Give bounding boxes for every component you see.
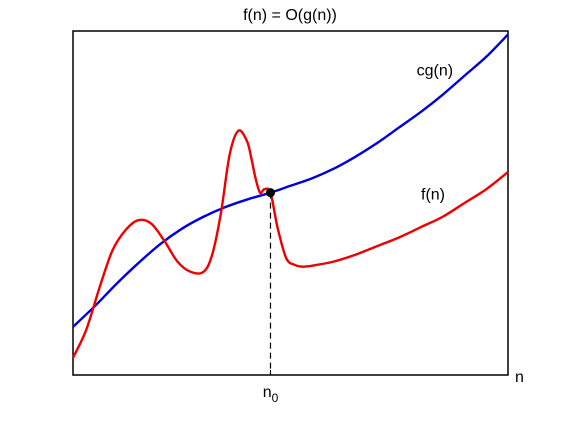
series-line-f (71, 129, 509, 359)
x-tick-label-n0: n0 (263, 384, 279, 405)
x-axis-label: n (515, 369, 524, 386)
x-tick-label-n0-subscript: 0 (272, 391, 279, 405)
n0-intersection-point (265, 188, 275, 198)
chart-title: f(n) = O(g(n)) (243, 7, 337, 24)
x-tick-label-n0-main: n (263, 384, 272, 401)
series-layer (71, 33, 509, 359)
series-line-cg (72, 33, 509, 328)
series-label-cg: cg(n) (417, 63, 453, 80)
plot-area-frame (72, 30, 509, 376)
series-label-f: f(n) (421, 187, 445, 204)
annotation-layer: cg(n) f(n) (417, 63, 453, 204)
